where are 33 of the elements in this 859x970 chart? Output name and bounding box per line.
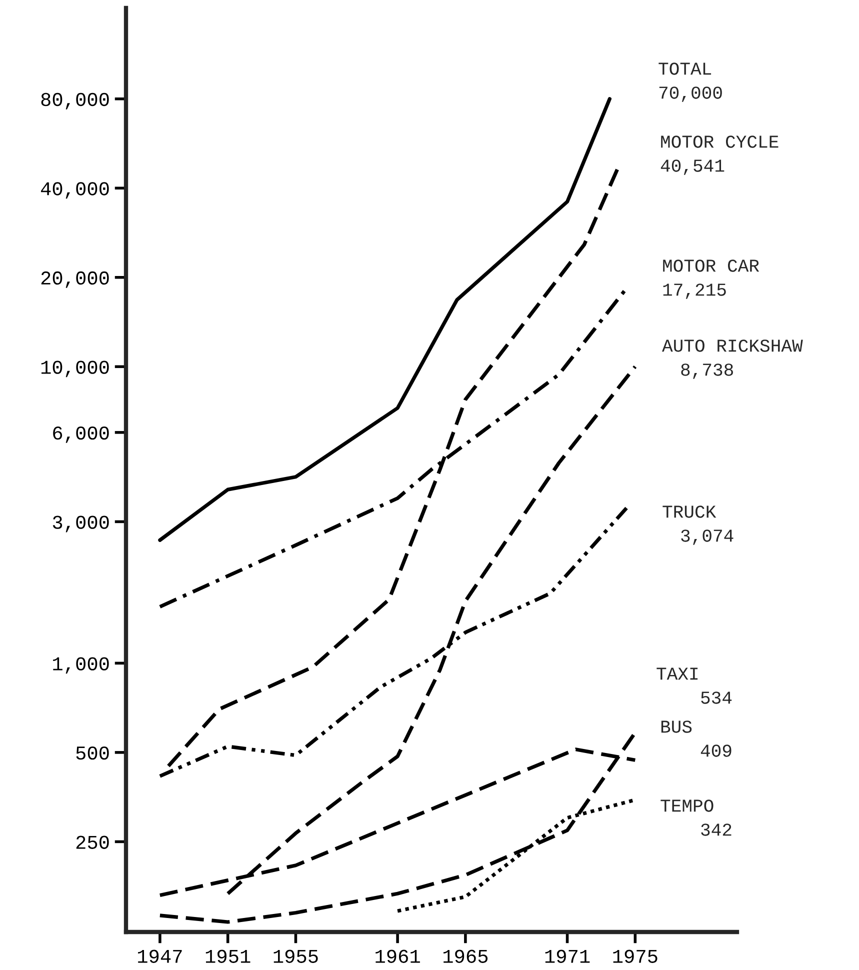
x-tick-label: 1955 (274, 950, 318, 963)
y-tick-label: 80,000 (41, 92, 109, 110)
series-label: TEMPO (660, 800, 714, 812)
text: BUS (661, 720, 692, 733)
y-tick-label: 250 (76, 836, 109, 849)
annotation: 40,541 (660, 160, 724, 175)
x-tick-label: 1951 (206, 950, 250, 963)
series-label: TRUCK (662, 506, 716, 518)
series-label: AUTO RICKSHAW (662, 340, 803, 352)
x-tick-label: 1975 (613, 950, 658, 963)
text: MOTOR CAR (663, 260, 760, 272)
text: MOTOR CYCLE (661, 136, 778, 148)
x-tick-label: 1947 (138, 950, 182, 963)
annotation: 3,074 (681, 530, 734, 545)
line-series (158, 97, 612, 542)
y-tick-label: 3,000 (52, 516, 109, 532)
annotation: 409 (700, 744, 732, 757)
annotation: 342 (701, 824, 732, 836)
y-tick-label: 40,000 (40, 182, 109, 199)
x-tick-label: 1961 (376, 950, 420, 963)
y-tick-label: 20,000 (41, 271, 109, 288)
annotation: 534 (701, 692, 732, 704)
annotation: 17,215 (663, 284, 726, 299)
text: TAXI (656, 668, 698, 680)
y-tick-label: 1,000 (53, 657, 109, 674)
y-tick-label: 10,000 (41, 360, 109, 378)
annotation: 8,738 (681, 364, 733, 379)
text: TOTAL (658, 62, 712, 75)
annotation: 70,000 (659, 86, 722, 102)
y-tick-label: 6,000 (53, 426, 109, 443)
y-tick-label: 500 (76, 746, 109, 760)
x-tick-label: 1965 (444, 950, 488, 963)
x-tick-label: 1971 (545, 950, 590, 963)
